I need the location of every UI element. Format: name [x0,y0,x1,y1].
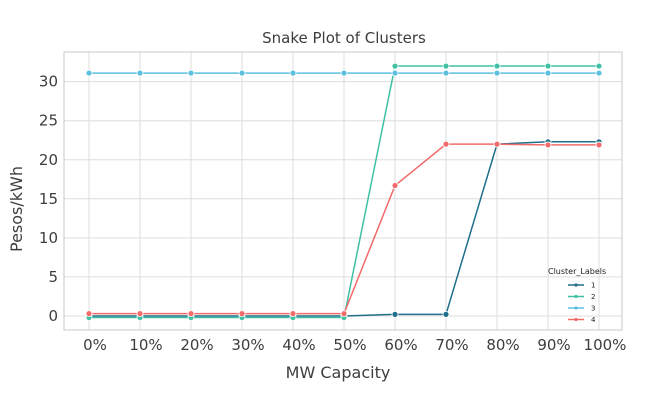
data-point [442,62,450,70]
data-point [595,62,603,70]
x-tick-label: 40% [282,336,315,354]
data-point [544,69,552,77]
legend-label: 3 [591,305,595,313]
y-tick-label: 15 [39,190,58,208]
data-point [85,69,93,77]
data-point [391,69,399,77]
data-point [289,69,297,77]
data-point [493,62,501,70]
y-tick-label: 10 [39,229,58,247]
series-4 [85,140,603,318]
legend-label: 2 [591,293,595,301]
grid [64,52,622,330]
x-tick-label: 50% [333,336,366,354]
data-point [391,62,399,70]
x-tick-label: 10% [129,336,162,354]
series-layer [85,62,603,321]
data-point [493,140,501,148]
legend-entry-4: 4 [568,316,596,324]
x-tick-label: 0% [83,336,107,354]
data-point [595,141,603,149]
data-point [340,69,348,77]
y-tick-label: 20 [39,151,58,169]
plot-area-frame [63,51,623,331]
legend-marker [574,283,578,287]
data-point [340,310,348,318]
x-tick-label: 80% [486,336,519,354]
series-3 [85,69,603,77]
x-axis-title: MW Capacity [286,363,391,382]
legend-entry-3: 3 [568,305,595,313]
legend-marker [574,294,578,299]
legend-label: 1 [591,282,595,290]
y-tick-label: 25 [39,112,58,130]
data-point [238,69,246,77]
data-point [238,310,246,318]
legend-marker [574,317,578,322]
y-axis-title: Pesos/kWh [7,166,26,252]
data-point [391,182,399,189]
x-tick-label: 20% [180,336,213,354]
legend: Cluster_Labels 1 2 3 4 [548,267,606,324]
data-point [187,310,195,318]
data-point [136,310,144,318]
legend-title: Cluster_Labels [548,267,606,276]
data-point [85,310,93,318]
legend-entry-1: 1 [568,282,595,290]
y-tick-label: 5 [48,268,58,286]
y-tick-label: 30 [39,73,58,91]
data-point [493,69,501,77]
x-tick-label: 60% [384,336,417,354]
legend-label: 4 [591,316,596,324]
data-point [187,69,195,77]
y-tick-labels: 0 5 10 15 20 25 30 [39,73,58,325]
data-point [544,141,552,149]
x-tick-label: 90% [537,336,570,354]
series-2 [85,62,603,321]
legend-marker [574,306,578,310]
data-point [136,69,144,77]
data-point [391,310,399,318]
data-point [544,62,552,70]
data-point [442,310,450,318]
data-point [442,69,450,77]
x-tick-label: 30% [231,336,264,354]
y-tick-label: 0 [48,307,58,325]
data-point [289,310,297,318]
data-point [595,69,603,77]
chart-title: Snake Plot of Clusters [262,29,426,47]
data-point [442,140,450,148]
x-tick-label: 100% [584,336,627,354]
x-tick-label: 70% [435,336,468,354]
legend-entry-2: 2 [568,293,595,301]
x-tick-labels: 0% 10% 20% 30% 40% 50% 60% 70% 80% 90% 100% [83,336,626,354]
